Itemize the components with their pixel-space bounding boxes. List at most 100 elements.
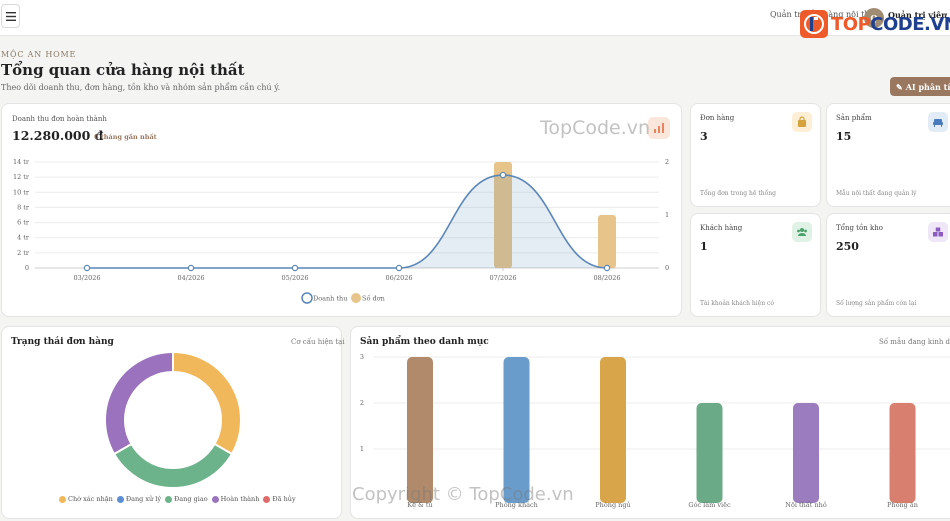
x-tick-label: 06/2026 (385, 274, 412, 282)
menu-toggle-button[interactable] (1, 4, 20, 28)
legend-label: Chờ xác nhận (68, 495, 113, 503)
hamburger-icon (5, 11, 16, 21)
revenue-point (83, 264, 91, 272)
category-chart: 1 2 3 Kệ & tủ Phòng khách Phòng ngủ Góc làm vi… (360, 353, 950, 509)
revenue-value: 12.280.000 đ (12, 128, 104, 143)
donut-slice (172, 350, 242, 456)
y-left-tick-label: 8 tr (17, 203, 30, 211)
revenue-card: Doanh thu đơn hoàn thành 12.280.000 đ 6 … (1, 103, 682, 317)
category-bar (889, 403, 916, 503)
page-title: Tổng quan cửa hàng nội thất (1, 61, 245, 79)
x-tick-label: Phòng ăn (887, 501, 918, 509)
x-tick-label: 08/2026 (593, 274, 620, 282)
chart-icon (648, 117, 670, 139)
order-status-legend: Chờ xác nhận Đang xử lý Đang giao Hoàn thàn… (59, 495, 300, 503)
x-tick-label: Nội thất nhỏ (785, 500, 827, 509)
orders-bar (494, 162, 512, 268)
y-tick-label: 3 (360, 353, 364, 361)
y-left-tick-label: 6 tr (17, 219, 30, 227)
order-status-card: Trạng thái đơn hàng Cơ cấu hiện tại Chờ … (1, 326, 345, 519)
legend-item[interactable]: Hoàn thành (211, 495, 260, 503)
stat-card-products: Sản phẩm 15 Mẫu nội thất đang quản lý (826, 103, 950, 207)
y-left-tick-label: 2 tr (17, 249, 30, 257)
y-left-tick-label: 4 tr (17, 234, 30, 242)
revenue-area (87, 175, 607, 268)
stat-foot: Tổng đơn trong hệ thống (700, 190, 776, 197)
top-bar: Quản trị cửa hàng nội thất Q Quản trị vi… (0, 0, 950, 36)
bag-icon (792, 112, 812, 132)
category-bar (503, 357, 530, 503)
revenue-point (603, 264, 611, 272)
x-tick-label: 04/2026 (177, 274, 204, 282)
y-left-tick-label: 12 tr (13, 173, 30, 181)
x-tick-label: 07/2026 (489, 274, 516, 282)
y-right-tick-label: 1 (665, 211, 669, 219)
revenue-point (499, 171, 507, 179)
logo-text: TOPCODE.VN (831, 13, 950, 35)
legend-swatch (116, 495, 124, 503)
stat-value: 3 (700, 130, 708, 143)
stat-label: Sản phẩm (836, 114, 872, 122)
legend-swatch-revenue (301, 292, 313, 304)
stat-value: 250 (836, 240, 859, 253)
sofa-icon (928, 112, 948, 132)
page-subtitle: Theo dõi doanh thu, đơn hàng, tồn kho và… (1, 83, 281, 92)
legend-swatch (211, 495, 219, 503)
revenue-chart: 0 2 tr 4 tr 6 tr 8 tr 10 tr 12 tr 14 tr 0 1 2 03/20… (13, 158, 669, 304)
store-kicker: MỘC AN HOME (1, 50, 77, 59)
legend-item[interactable]: Đã hủy (263, 495, 296, 503)
category-card: Sản phẩm theo danh mục Số mẫu đang kinh … (350, 326, 950, 519)
revenue-hint: 6 tháng gần nhất (94, 133, 157, 141)
stat-foot: Số lượng sản phẩm còn lại (836, 300, 917, 307)
donut-slice (112, 442, 234, 489)
revenue-point (291, 264, 299, 272)
avatar[interactable]: Q (864, 8, 884, 28)
order-status-title: Trạng thái đơn hàng (11, 337, 114, 347)
stat-value: 1 (700, 240, 708, 253)
stat-card-inventory: Tổng tồn kho 250 Số lượng sản phẩm còn l… (826, 213, 950, 317)
y-left-tick-label: 10 tr (13, 188, 30, 196)
legend-label: Đang xử lý (125, 495, 162, 503)
x-tick-label: Góc làm việc (688, 500, 731, 509)
revenue-point (395, 264, 403, 272)
stat-foot: Mẫu nội thất đang quản lý (836, 190, 917, 197)
legend-label: Hoàn thành (220, 495, 260, 503)
stat-label: Tổng tồn kho (836, 224, 883, 232)
legend-label: Đang giao (174, 495, 208, 503)
x-tick-label: 03/2026 (73, 274, 100, 282)
x-tick-label: Kệ & tủ (407, 500, 432, 509)
y-tick-label: 2 (360, 399, 364, 407)
category-title: Sản phẩm theo danh mục (360, 337, 489, 347)
order-status-chart (104, 350, 242, 489)
x-tick-label: Phòng khách (495, 501, 538, 509)
legend-swatch (165, 495, 173, 503)
watermark-mid: TopCode.vn (540, 117, 651, 139)
revenue-point (187, 264, 195, 272)
category-bar (600, 357, 626, 503)
y-left-tick-label: 14 tr (13, 158, 30, 166)
category-hint: Số mẫu đang kinh doanh (879, 338, 950, 346)
topcode-logo: TOPCODE.VN (800, 8, 950, 40)
legend-swatch-orders (351, 293, 361, 303)
y-tick-label: 1 (360, 445, 364, 453)
legend-label: Đã hủy (272, 495, 296, 503)
order-status-hint: Cơ cấu hiện tại (291, 338, 345, 346)
donut-slice (104, 350, 174, 456)
users-icon (792, 222, 812, 242)
legend-swatch (263, 495, 271, 503)
ai-analysis-button[interactable]: ✎AI phân tích (890, 77, 950, 96)
category-bar (696, 403, 723, 503)
legend-swatch (59, 495, 66, 503)
user-name[interactable]: Quản trị viên (888, 10, 947, 20)
y-right-tick-label: 0 (665, 264, 669, 272)
stat-foot: Tài khoản khách hiện có (700, 300, 774, 307)
stat-label: Khách hàng (700, 224, 743, 232)
legend-label-revenue: Doanh thu (313, 295, 347, 303)
magic-wand-icon: ✎ (896, 81, 903, 92)
legend-item[interactable]: Chờ xác nhận (59, 495, 113, 503)
stat-card-customers: Khách hàng 1 Tài khoản khách hiện có (690, 213, 821, 317)
chevron-down-icon[interactable]: ▾ (944, 11, 948, 19)
legend-item[interactable]: Đang giao (165, 495, 208, 503)
legend-item[interactable]: Đang xử lý (116, 495, 162, 503)
boxes-icon (928, 222, 948, 242)
